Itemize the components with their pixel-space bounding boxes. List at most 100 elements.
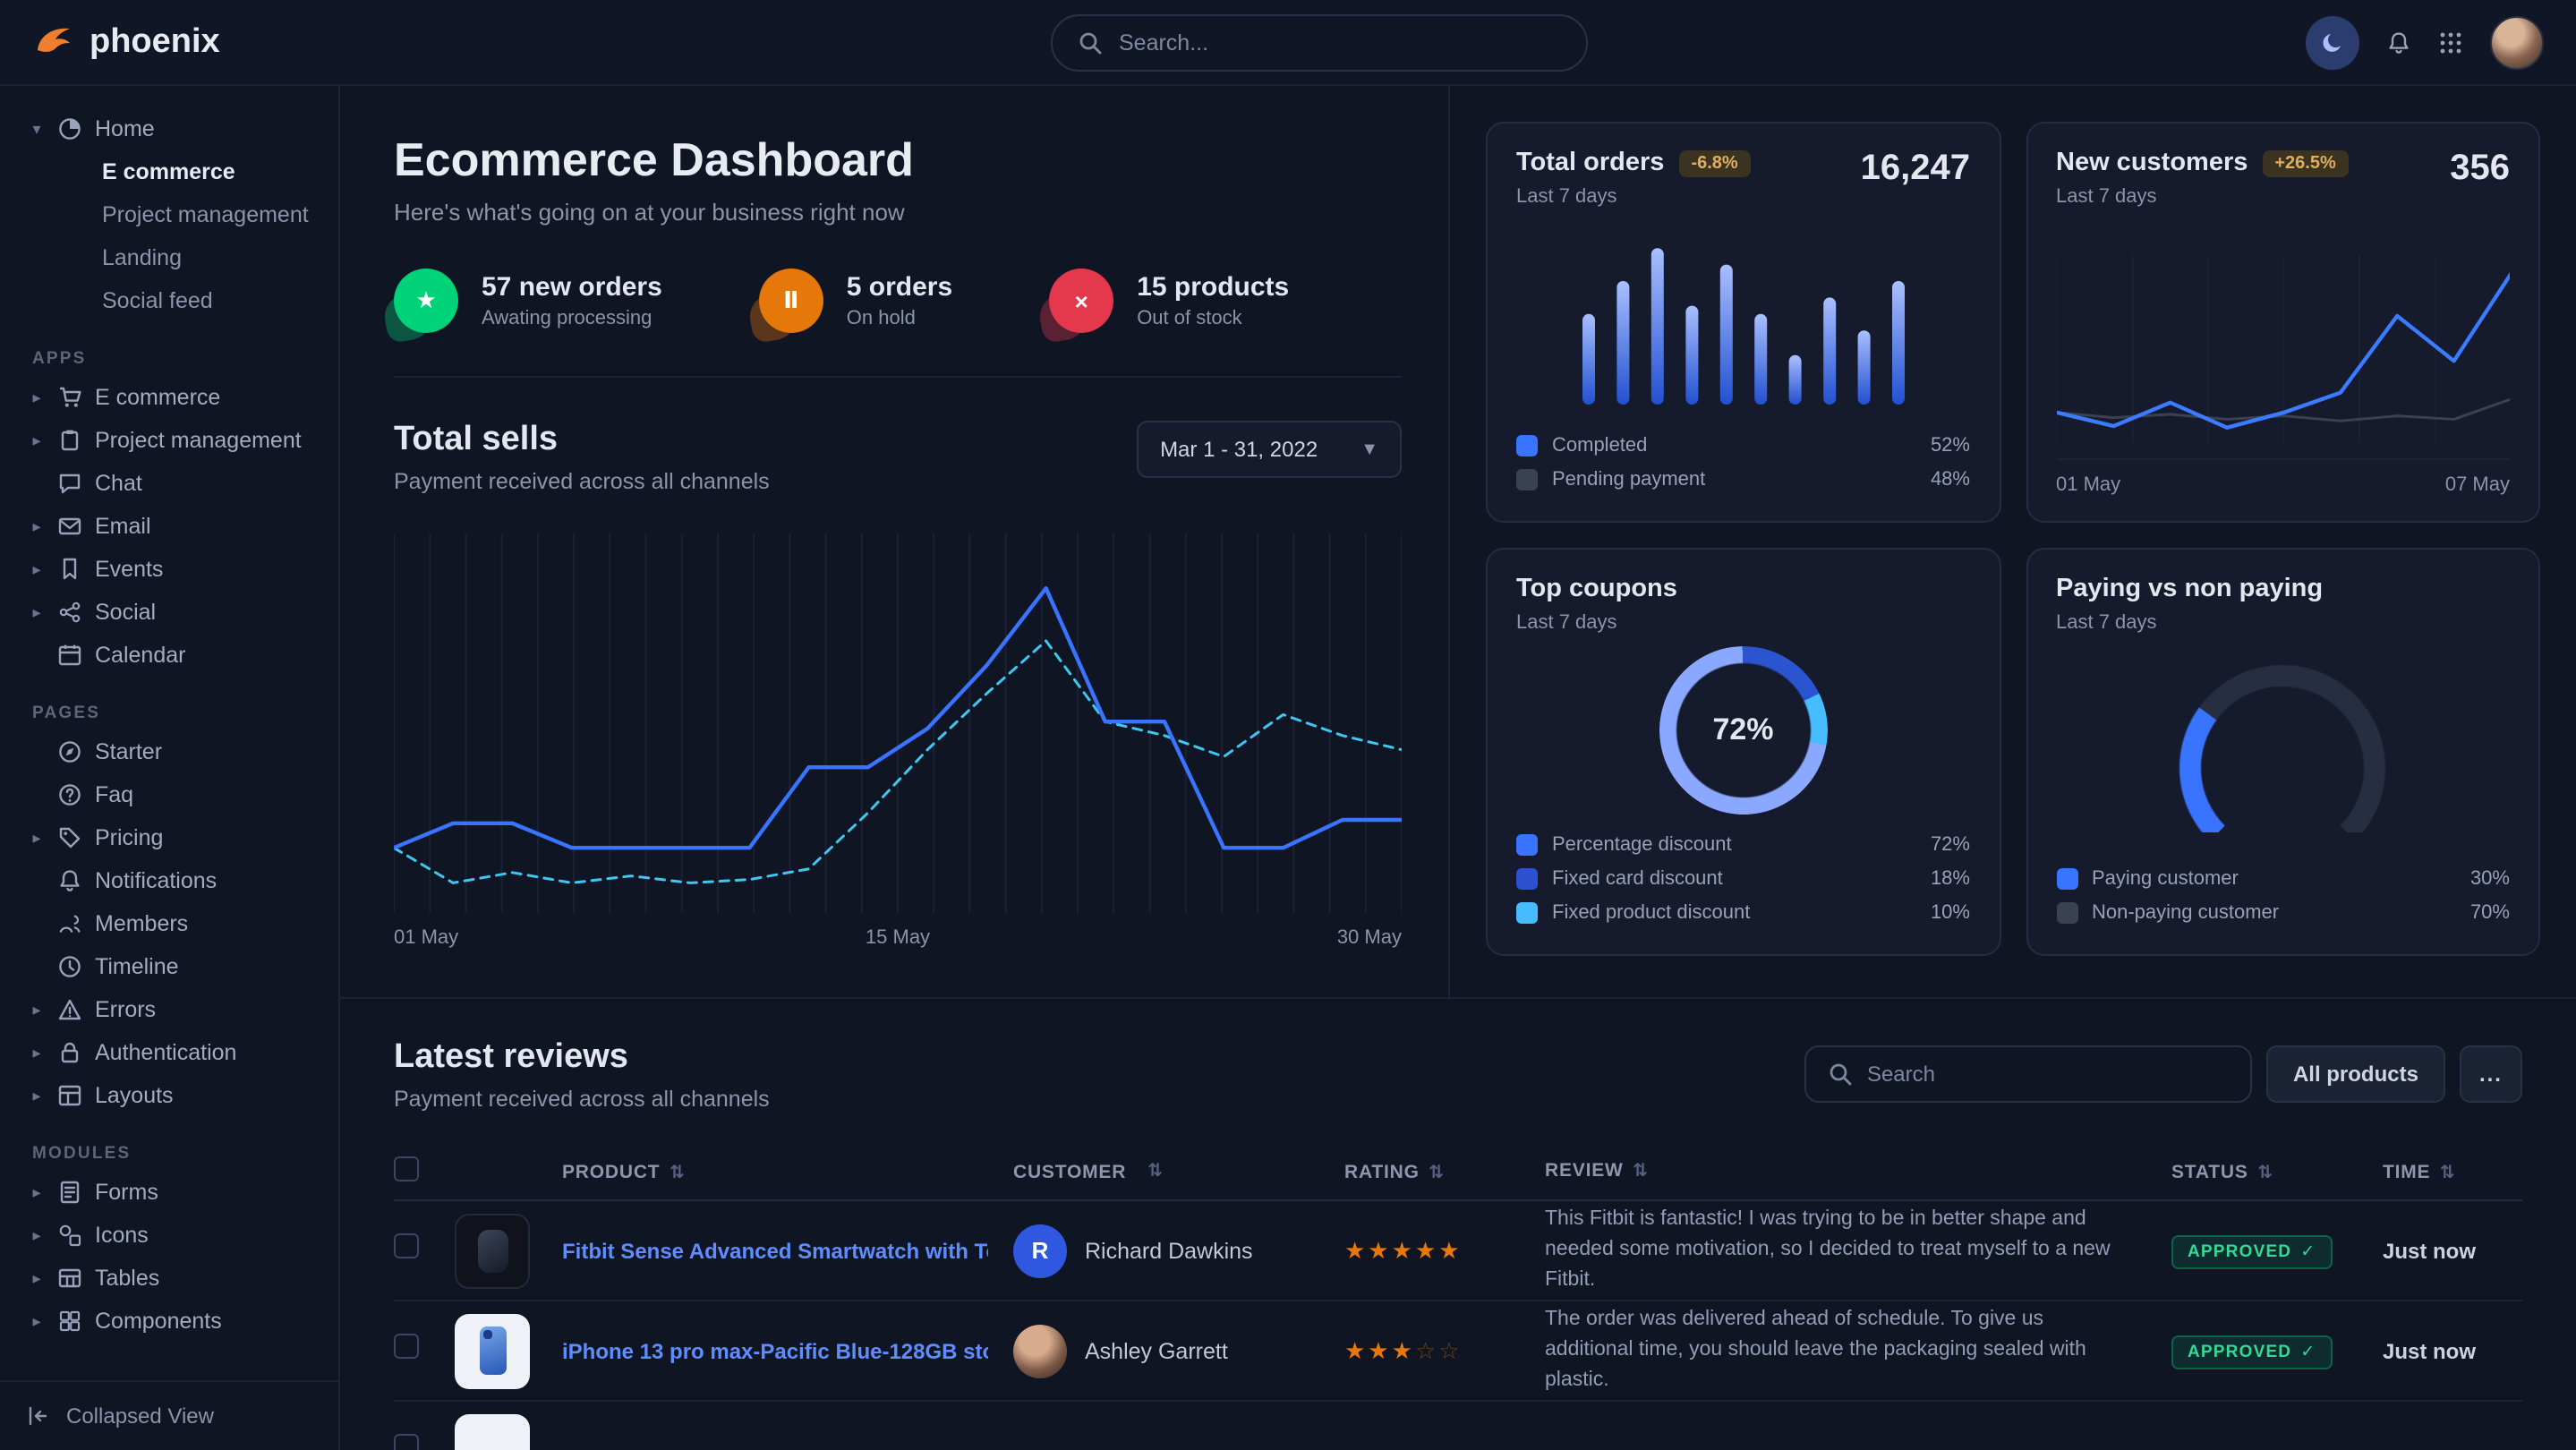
chat-icon xyxy=(57,471,82,496)
sidebar-item-pricing[interactable]: ▸ Pricing xyxy=(18,816,324,859)
sidebar-item-faq[interactable]: Faq xyxy=(18,773,324,816)
layout: ▾ Home E commerce Project management Landin… xyxy=(0,86,2576,1450)
collapse-icon xyxy=(25,1403,50,1429)
cart-icon xyxy=(57,385,82,410)
sidebar-item-email[interactable]: ▸ Email xyxy=(18,505,324,548)
legend-swatch xyxy=(1516,901,1538,923)
column-header-status[interactable]: STATUS ⇅ xyxy=(2171,1161,2273,1182)
user-avatar[interactable] xyxy=(2490,15,2544,69)
latest-reviews-subtitle: Payment received across all channels xyxy=(394,1087,770,1112)
sidebar-item-events[interactable]: ▸ Events xyxy=(18,548,324,591)
quick-stat-out-of-stock: × 15 products Out of stock xyxy=(1049,269,1289,333)
caret-right-icon: ▸ xyxy=(32,1182,41,1200)
total-orders-bar-chart xyxy=(1516,208,1970,428)
apps-grid-button[interactable] xyxy=(2438,30,2463,55)
new-customers-change-badge: +26.5% xyxy=(2262,149,2349,176)
sidebar-item-starter[interactable]: Starter xyxy=(18,730,324,773)
card-title: Total orders xyxy=(1516,149,1665,177)
sidebar-item-calendar[interactable]: Calendar xyxy=(18,634,324,677)
layout-icon xyxy=(57,1083,82,1108)
new-customers-xaxis: 01 May 07 May xyxy=(2056,458,2510,496)
column-header-review[interactable]: REVIEW ⇅ xyxy=(1545,1159,1649,1181)
caret-right-icon: ▸ xyxy=(32,1043,41,1061)
sidebar-item-components[interactable]: ▸ Components xyxy=(18,1300,324,1343)
row-checkbox[interactable] xyxy=(394,1233,419,1258)
caret-right-icon: ▸ xyxy=(32,431,41,448)
legend-swatch xyxy=(1516,833,1538,855)
sidebar-item-social-feed[interactable]: Social feed xyxy=(102,288,213,313)
all-products-button[interactable]: All products xyxy=(2265,1045,2445,1103)
new-customers-value: 356 xyxy=(2450,149,2510,188)
rating-stars: ★★★★★ xyxy=(1344,1236,1463,1263)
row-checkbox[interactable] xyxy=(394,1334,419,1359)
global-search-input[interactable] xyxy=(1119,30,1561,55)
sidebar-item-e-commerce[interactable]: ▸ E commerce xyxy=(18,376,324,419)
sidebar-item-e-commerce[interactable]: E commerce xyxy=(102,159,235,184)
total-orders-value: 16,247 xyxy=(1860,149,1970,188)
row-checkbox[interactable] xyxy=(394,1434,419,1450)
product-link[interactable]: Fitbit Sense Advanced Smartwatch with To… xyxy=(562,1238,988,1263)
sidebar-item-landing[interactable]: Landing xyxy=(102,245,182,270)
paying-gauge-chart xyxy=(2056,634,2510,861)
sidebar-item-forms[interactable]: ▸ Forms xyxy=(18,1171,324,1214)
column-header-product[interactable]: PRODUCT ⇅ xyxy=(562,1161,686,1182)
sidebar-item-members[interactable]: Members xyxy=(18,902,324,945)
review-text: This Fitbit is fantastic! I was trying t… xyxy=(1545,1207,2111,1292)
sidebar-item-chat[interactable]: Chat xyxy=(18,462,324,505)
caret-right-icon: ▸ xyxy=(32,1086,41,1104)
sidebar-nav: ▾ Home E commerce Project management Landin… xyxy=(0,86,338,1380)
caret-down-icon: ▾ xyxy=(32,119,41,137)
pie-icon xyxy=(57,116,82,141)
sidebar-item-authentication[interactable]: ▸ Authentication xyxy=(18,1031,324,1074)
column-header-time[interactable]: TIME ⇅ xyxy=(2383,1161,2456,1182)
sidebar-item-layouts[interactable]: ▸ Layouts xyxy=(18,1074,324,1117)
total-sells-xaxis: 01 May 15 May 30 May xyxy=(394,927,1402,949)
brand[interactable]: phoenix xyxy=(32,21,333,64)
card-new-customers: New customers +26.5% Last 7 days 356 01 … xyxy=(2026,122,2540,523)
close-icon: × xyxy=(1049,269,1114,333)
reviews-table: PRODUCT ⇅ CUSTOMER ⇅ RATING ⇅ REVIEW ⇅ STATU… xyxy=(394,1144,2522,1450)
sidebar-item-social[interactable]: ▸ Social xyxy=(18,591,324,634)
donut-ring xyxy=(1659,646,1828,815)
sidebar-item-timeline[interactable]: Timeline xyxy=(18,945,324,988)
sidebar-item-errors[interactable]: ▸ Errors xyxy=(18,988,324,1031)
sort-icon: ⇅ xyxy=(1147,1162,1164,1181)
sidebar-item-project-management[interactable]: Project management xyxy=(102,202,309,227)
lock-icon xyxy=(57,1040,82,1065)
review-text: The order was delivered ahead of schedul… xyxy=(1545,1308,2086,1392)
collapse-sidebar-toggle[interactable]: Collapsed View xyxy=(0,1380,338,1450)
select-all-checkbox[interactable] xyxy=(394,1156,419,1181)
quick-stat-on-hold: Ⅱ 5 orders On hold xyxy=(758,269,952,333)
reviews-controls: All products ... xyxy=(1804,1045,2522,1103)
sort-icon: ⇅ xyxy=(1633,1161,1649,1181)
card-period: Last 7 days xyxy=(1516,612,1617,634)
reviews-search[interactable] xyxy=(1804,1045,2252,1103)
total-sells-title: Total sells xyxy=(394,421,559,458)
moon-icon xyxy=(2320,30,2345,55)
reviews-search-input[interactable] xyxy=(1866,1062,2229,1087)
gauge-ring xyxy=(2179,663,2387,832)
theme-toggle-button[interactable] xyxy=(2306,15,2359,69)
total-sells-subtitle: Payment received across all channels xyxy=(394,469,770,494)
global-search[interactable] xyxy=(1051,13,1588,71)
date-range-select[interactable]: Mar 1 - 31, 2022 ▼ xyxy=(1137,421,1402,478)
column-header-rating[interactable]: RATING ⇅ xyxy=(1344,1161,1445,1182)
sidebar-item-home[interactable]: ▾ Home xyxy=(18,107,324,150)
customer-name: Richard Dawkins xyxy=(1085,1238,1253,1263)
latest-reviews-header: Latest reviews Payment received across a… xyxy=(394,1038,2522,1112)
sidebar-item-tables[interactable]: ▸ Tables xyxy=(18,1257,324,1300)
main-content: Ecommerce Dashboard Here's what's going … xyxy=(340,86,2576,1450)
sort-icon: ⇅ xyxy=(2257,1163,2273,1182)
sidebar-item-project-management[interactable]: ▸ Project management xyxy=(18,419,324,462)
caret-right-icon: ▸ xyxy=(32,602,41,620)
reviews-table-body: Fitbit Sense Advanced Smartwatch with To… xyxy=(394,1201,2522,1450)
product-link[interactable]: iPhone 13 pro max-Pacific Blue-128GB sto… xyxy=(562,1338,988,1363)
sidebar-item-icons[interactable]: ▸ Icons xyxy=(18,1214,324,1257)
check-icon: ✓ xyxy=(2300,1342,2316,1361)
more-options-button[interactable]: ... xyxy=(2459,1045,2522,1103)
notifications-button[interactable] xyxy=(2386,30,2411,55)
column-header-customer[interactable]: CUSTOMER ⇅ xyxy=(1013,1161,1164,1182)
warning-icon xyxy=(57,997,82,1022)
sidebar-item-notifications[interactable]: Notifications xyxy=(18,859,324,902)
